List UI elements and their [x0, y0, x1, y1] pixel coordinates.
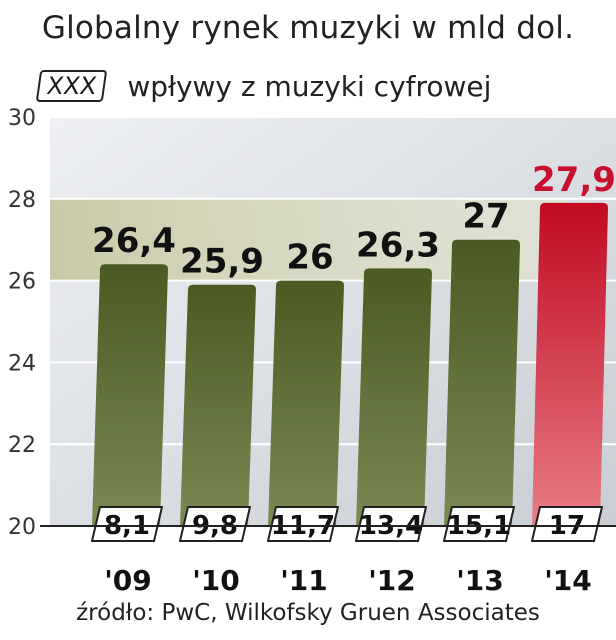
x-tick-label: '12	[368, 564, 416, 597]
bar	[180, 284, 256, 526]
y-tick-label: 30	[8, 106, 36, 131]
bar	[356, 268, 432, 526]
value-label: 26,4	[92, 221, 176, 261]
value-label: 26	[286, 238, 333, 278]
bar	[444, 239, 520, 526]
digital-value-box	[443, 506, 515, 542]
y-tick-label: 20	[8, 515, 36, 540]
x-tick-label: '14	[544, 564, 592, 597]
y-tick-label: 24	[8, 351, 36, 376]
value-label: 27	[462, 197, 509, 237]
bar-chart: 26,48,125,99,82611,726,313,42715,127,917…	[8, 106, 616, 597]
digital-value-box	[355, 506, 427, 542]
x-tick-label: '10	[192, 564, 240, 597]
y-tick-label: 28	[8, 188, 36, 213]
digital-value-box	[179, 506, 251, 542]
bar	[532, 202, 608, 526]
digital-value-box	[267, 506, 339, 542]
chart-title: Globalny rynek muzyki w mld dol.	[41, 10, 575, 46]
legend: XXX wpływy z muzyki cyfrowej	[35, 68, 492, 104]
source-note: źródło: PwC, Wilkofsky Gruen Associates	[76, 600, 540, 626]
y-tick-label: 26	[8, 270, 36, 295]
digital-value-box	[91, 506, 163, 542]
value-label: 25,9	[180, 242, 264, 282]
y-tick-label: 22	[8, 433, 36, 458]
bar	[268, 280, 344, 526]
legend-label: wpływy z muzyki cyfrowej	[127, 69, 492, 103]
value-label: 27,9	[532, 160, 616, 200]
digital-value-box	[531, 506, 603, 542]
bar	[92, 264, 168, 526]
x-tick-label: '13	[456, 564, 504, 597]
value-label: 26,3	[356, 225, 440, 265]
x-tick-label: '11	[280, 564, 328, 597]
x-tick-label: '09	[104, 564, 152, 597]
